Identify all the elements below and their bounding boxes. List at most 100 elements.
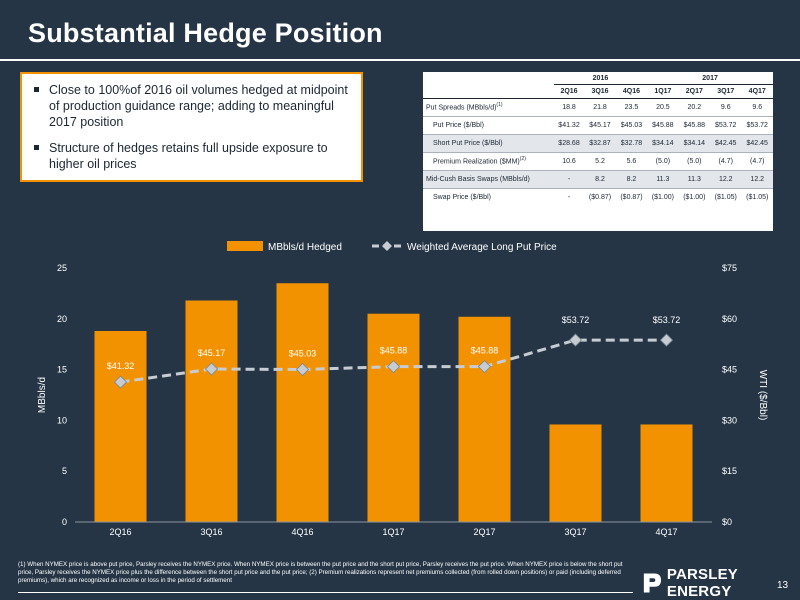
table-cell: $45.03 <box>615 116 648 135</box>
table-cell: 21.8 <box>584 98 616 117</box>
year-header-2016: 2016 <box>553 72 648 85</box>
table-cell: 18.8 <box>553 98 585 117</box>
table-corner <box>423 84 554 99</box>
table-cell: $45.17 <box>584 116 616 135</box>
row-label-text: Put Spreads (MBbls/d) <box>426 104 497 112</box>
bullet-text: Structure of hedges retains full upside … <box>49 141 328 171</box>
footnote-marker: (2) <box>519 156 526 163</box>
table-cell: 12.2 <box>741 170 773 189</box>
row-label: Premium Realization ($MM)(2) <box>423 152 554 171</box>
table-row: Mid-Cush Basis Swaps (MBbls/d) -8.2 8.2 11.… <box>423 170 773 189</box>
x-tick-label: 3Q16 <box>200 527 222 537</box>
bullet-item: Close to 100%of 2016 oil volumes hedged … <box>32 82 351 130</box>
table-cell: $42.45 <box>741 134 773 153</box>
table-cell: - <box>567 193 571 201</box>
table-cell: 10.6 <box>553 152 585 171</box>
line-marker <box>204 362 219 376</box>
quarter-header: 4Q17 <box>741 84 773 99</box>
table-cell: $42.45 <box>710 134 742 153</box>
legend-label: Weighted Average Long Put Price <box>407 242 557 253</box>
line-marker <box>477 360 492 374</box>
x-tick-label: 2Q16 <box>109 527 131 537</box>
row-label: Short Put Price ($/Bbl) <box>423 134 554 153</box>
table-cell: 5.6 <box>615 152 648 171</box>
line-marker <box>659 333 674 347</box>
data-label: $53.72 <box>562 315 590 325</box>
table-cell: $41.32 <box>553 116 585 135</box>
row-label-text: Put Price ($/Bbl) <box>433 121 484 129</box>
row-label-text: Short Put Price ($/Bbl) <box>433 139 503 147</box>
y2-tick-label: $30 <box>722 415 737 425</box>
table-cell: $34.14 <box>647 134 679 153</box>
table-cell: 8.2 <box>615 170 648 189</box>
line-marker <box>295 362 310 377</box>
table-cell: $53.72 <box>741 116 773 135</box>
hedge-table: 2016 2017 2Q16 3Q16 4Q16 1Q17 2Q17 3Q17 … <box>423 72 773 231</box>
x-tick-label: 3Q17 <box>564 527 586 537</box>
table-cell: ($1.00) <box>651 193 674 201</box>
y2-tick-label: $45 <box>722 365 737 375</box>
table-cell: 9.6 <box>710 98 742 117</box>
bullet-square-icon <box>34 145 39 150</box>
quarter-header: 2Q16 <box>553 84 585 99</box>
y-axis-title: MBbls/d <box>37 377 48 413</box>
table-cell: $28.68 <box>553 134 585 153</box>
table-corner <box>423 72 554 84</box>
table-cell: ($1.05) <box>746 193 769 201</box>
table-cell: $45.88 <box>647 116 679 135</box>
slide-title: Substantial Hedge Position <box>28 18 383 48</box>
quarter-header: 3Q17 <box>710 84 742 99</box>
row-label-text: Mid-Cush Basis Swaps (MBbls/d) <box>426 175 530 183</box>
table-cell: $53.72 <box>710 116 742 135</box>
table-cell: 20.5 <box>647 98 679 117</box>
x-tick-label: 1Q17 <box>382 527 404 537</box>
table-cell: 9.6 <box>741 98 773 117</box>
page-number: 13 <box>777 580 789 591</box>
table-cell: (4.7) <box>710 152 742 171</box>
bar <box>185 300 238 522</box>
bullet-square-icon <box>34 87 39 92</box>
row-label-text: Swap Price ($/Bbl) <box>433 193 491 201</box>
line-marker <box>386 360 401 374</box>
legend-label: MBbls/d Hedged <box>268 242 342 253</box>
data-label: $45.88 <box>471 346 499 356</box>
table-cell: $45.88 <box>678 116 711 135</box>
table-cell: (5.0) <box>678 152 711 171</box>
row-label: Put Price ($/Bbl) <box>423 116 554 135</box>
bar <box>94 330 147 522</box>
bullet-text: Close to 100%of 2016 oil volumes hedged … <box>49 83 348 129</box>
row-label-text: Premium Realization ($MM) <box>433 158 520 166</box>
hedge-chart: 0 5 10 15 20 25 $0 $15 $30 $45 $60 $75 2Q16 3Q16 4Q16 1… <box>37 241 768 537</box>
table-cell: $32.87 <box>584 134 616 153</box>
year-header-2017: 2017 <box>647 72 773 85</box>
bar <box>367 313 420 522</box>
title-divider <box>0 59 800 61</box>
table-row: Swap Price ($/Bbl) - ($0.87) ($0.87) ($1.00)… <box>423 188 773 206</box>
data-label: $45.88 <box>380 346 408 356</box>
line-marker <box>113 375 128 389</box>
logo-text: PARSLEY ENERGY <box>666 566 738 600</box>
y2-tick-label: $75 <box>722 263 737 273</box>
table-cell: 23.5 <box>615 98 648 117</box>
row-label: Put Spreads (MBbls/d)(1) <box>423 98 554 117</box>
legend-bar-swatch <box>227 241 263 251</box>
bar <box>549 424 602 522</box>
table-row: Put Spreads (MBbls/d)(1) 18.8 21.8 23.5 20.5… <box>423 98 773 117</box>
table-cell: - <box>553 170 585 189</box>
x-tick-label: 4Q16 <box>291 527 313 537</box>
footnote-divider <box>18 592 633 593</box>
table-cell: ($0.87) <box>620 193 643 201</box>
y-tick-label: 10 <box>57 415 67 425</box>
table-row: Put Price ($/Bbl) $41.32 $45.17 $45.03 $45.8… <box>423 116 773 135</box>
legend-marker-icon <box>382 241 392 251</box>
company-logo: PARSLEY ENERGY <box>641 566 800 600</box>
table-cell: ($0.87) <box>588 193 612 201</box>
bar <box>276 283 329 522</box>
table-cell: ($1.05) <box>714 193 737 201</box>
table-cell: (4.7) <box>741 152 773 171</box>
table-cell: 20.2 <box>678 98 711 117</box>
y-tick-label: 15 <box>57 365 67 375</box>
quarter-header: 2Q17 <box>678 84 711 99</box>
table-cell: ($1.00) <box>683 193 706 201</box>
table-cell: 12.2 <box>710 170 742 189</box>
